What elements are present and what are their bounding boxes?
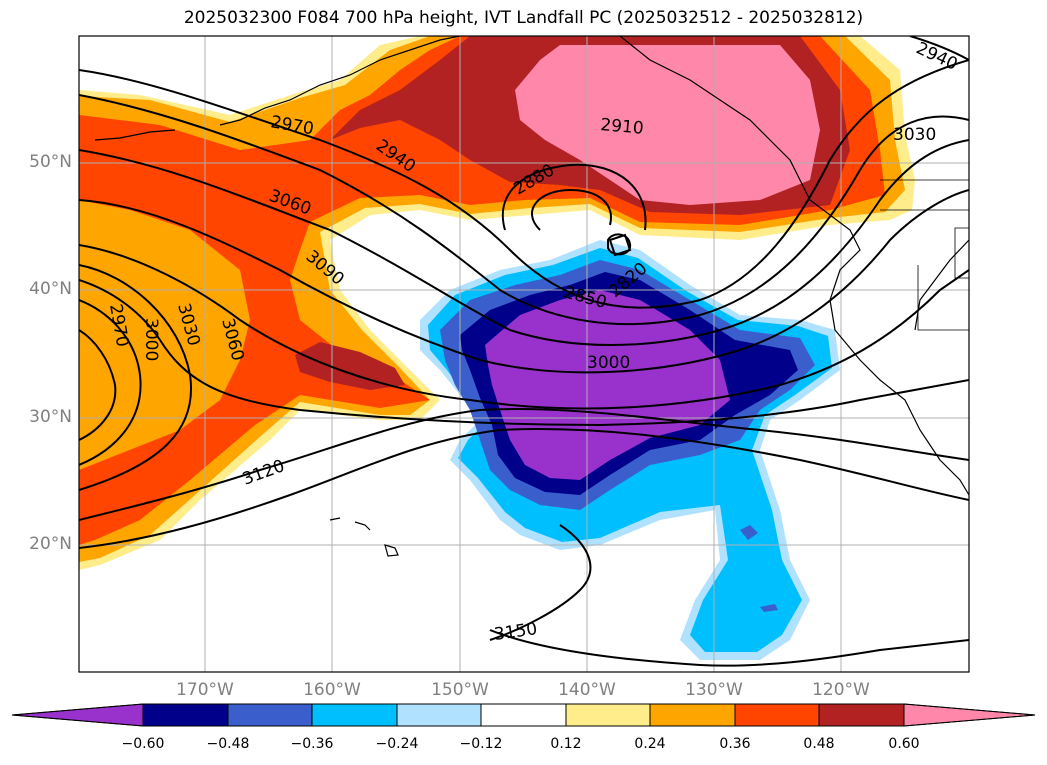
colorbar-bin	[480, 703, 567, 727]
lon-label: 160°W	[303, 680, 361, 700]
gridlines	[79, 36, 969, 672]
colorbar-bin	[311, 703, 398, 727]
lon-label: 150°W	[431, 680, 489, 700]
map-frame	[78, 35, 970, 673]
height-contours	[79, 36, 969, 667]
colorbar-tick: −0.24	[375, 736, 419, 752]
contour-label: 3000	[141, 318, 161, 361]
colorbar-extend-low	[11, 703, 144, 727]
colorbar-tick: 0.24	[634, 736, 666, 752]
negative-pc-spot	[740, 525, 758, 540]
contour-label: 3000	[587, 353, 630, 373]
lon-label: 120°W	[812, 680, 870, 700]
colorbar-tick: 0.12	[550, 736, 582, 752]
colorbar-bin	[396, 703, 482, 727]
colorbar	[11, 703, 1036, 727]
colorbar-tick: −0.36	[290, 736, 334, 752]
map-title: 2025032300 F084 700 hPa height, IVT Land…	[183, 8, 864, 28]
negative-pc-spot-2	[760, 604, 778, 612]
colorbar-tick: −0.60	[121, 736, 165, 752]
colorbar-tick: 0.36	[719, 736, 751, 752]
colorbar-tick: 0.48	[803, 736, 835, 752]
lat-label: 40°N	[29, 279, 72, 299]
lon-label: 140°W	[558, 680, 616, 700]
contour-label: 2910	[600, 115, 645, 139]
colorbar-bin	[227, 703, 313, 727]
colorbar-bin	[565, 703, 651, 727]
contour-label: 3030	[893, 125, 936, 145]
coastlines	[94, 36, 969, 557]
contour-label: 2940	[913, 38, 961, 74]
negative-pc-purple	[485, 290, 730, 480]
colorbar-outline	[11, 703, 1036, 727]
colorbar-tick: 0.60	[888, 736, 920, 752]
colorbar-tick: −0.12	[459, 736, 503, 752]
lat-label: 50°N	[29, 152, 72, 172]
lon-label: 130°W	[685, 680, 743, 700]
positive-pc-darkred-south	[295, 342, 405, 390]
colorbar-bin	[818, 703, 905, 727]
lat-label: 20°N	[29, 534, 72, 554]
contour-label: 3150	[493, 619, 539, 645]
colorbar-bin	[142, 703, 229, 727]
ivt-shading	[79, 36, 915, 660]
colorbar-extend-high	[903, 703, 1036, 727]
lon-label: 170°W	[176, 680, 234, 700]
colorbar-bin	[734, 703, 820, 727]
contour-label: 3120	[240, 456, 287, 490]
colorbar-tick: −0.48	[206, 736, 250, 752]
colorbar-bin	[649, 703, 736, 727]
lat-label: 30°N	[29, 407, 72, 427]
